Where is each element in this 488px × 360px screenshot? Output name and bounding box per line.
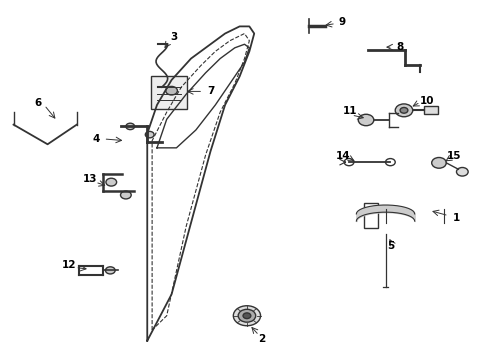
Circle shape: [106, 178, 116, 186]
Text: 4: 4: [92, 134, 100, 144]
Circle shape: [125, 123, 134, 130]
Bar: [151, 76, 187, 109]
Circle shape: [358, 114, 373, 126]
Circle shape: [238, 309, 255, 322]
Text: 1: 1: [451, 212, 459, 222]
Text: 5: 5: [386, 241, 393, 251]
Text: 12: 12: [62, 260, 77, 270]
Circle shape: [394, 104, 412, 117]
Circle shape: [165, 86, 177, 95]
Text: 10: 10: [419, 96, 433, 106]
Text: 3: 3: [170, 32, 177, 42]
Circle shape: [344, 158, 353, 166]
Bar: [423, 107, 437, 114]
Text: 9: 9: [338, 17, 345, 27]
Circle shape: [120, 191, 131, 199]
Bar: [363, 203, 377, 228]
Circle shape: [243, 313, 250, 319]
Circle shape: [385, 158, 394, 166]
Circle shape: [399, 108, 407, 113]
Circle shape: [105, 267, 115, 274]
Circle shape: [233, 306, 260, 326]
Text: 15: 15: [447, 151, 461, 161]
Circle shape: [145, 131, 154, 138]
Circle shape: [456, 167, 467, 176]
Text: 11: 11: [343, 107, 357, 116]
Circle shape: [431, 157, 446, 168]
Text: 13: 13: [82, 174, 97, 184]
Text: 6: 6: [34, 98, 41, 108]
Text: 14: 14: [335, 151, 349, 161]
Text: 8: 8: [396, 42, 403, 52]
Text: 7: 7: [206, 86, 214, 96]
Text: 2: 2: [257, 334, 264, 344]
